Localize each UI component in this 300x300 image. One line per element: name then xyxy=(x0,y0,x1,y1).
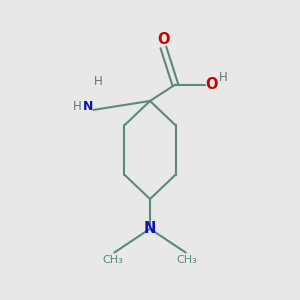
Text: N: N xyxy=(82,100,93,113)
Text: H: H xyxy=(94,75,102,88)
Text: N: N xyxy=(144,221,156,236)
Text: H: H xyxy=(218,71,227,84)
Text: CH₃: CH₃ xyxy=(177,255,197,265)
Text: CH₃: CH₃ xyxy=(103,255,123,265)
Text: O: O xyxy=(157,32,170,46)
Text: O: O xyxy=(205,77,218,92)
Text: H: H xyxy=(73,100,82,113)
